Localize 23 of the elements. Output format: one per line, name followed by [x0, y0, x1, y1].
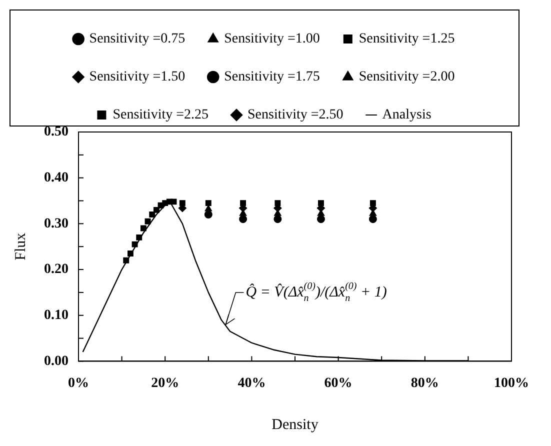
legend-label: Sensitivity =2.50: [248, 108, 344, 123]
x-axis-title: Density: [272, 416, 319, 433]
legend-label: Sensitivity =0.75: [89, 32, 186, 47]
legend-label: Sensitivity =1.25: [358, 32, 455, 47]
legend-label: Sensitivity =2.00: [358, 70, 455, 85]
y-tick-label: 0.20: [44, 262, 68, 278]
y-tick-label: 0.50: [44, 124, 68, 140]
x-tick-label: 60%: [324, 376, 352, 392]
legend-label: Sensitivity =1.50: [89, 70, 186, 85]
legend-label: Sensitivity =1.00: [224, 32, 320, 47]
legend-label: Analysis: [382, 108, 432, 123]
x-tick-label: 80%: [410, 376, 439, 392]
x-tick-label: 100%: [494, 376, 529, 392]
legend-label: Sensitivity =2.25: [112, 108, 209, 123]
legend-label: Sensitivity =1.75: [224, 70, 320, 85]
y-tick-label: 0.40: [44, 170, 68, 186]
y-tick-label: 0.10: [44, 308, 68, 323]
x-tick-label: 0%: [68, 376, 89, 392]
x-tick-label: 40%: [238, 376, 266, 392]
y-tick-label: 0.00: [44, 354, 68, 369]
y-axis-title: Flux: [12, 232, 29, 260]
y-tick-label: 0.30: [44, 216, 68, 232]
x-tick-label: 20%: [151, 376, 180, 392]
